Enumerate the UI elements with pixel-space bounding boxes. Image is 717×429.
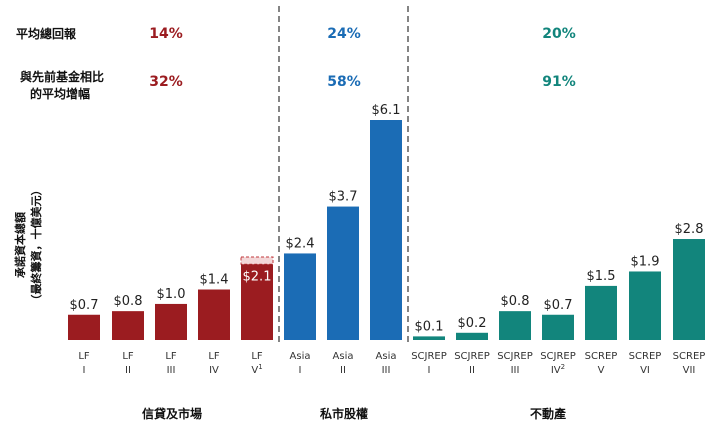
tick-label-line2: V1 — [251, 363, 262, 376]
bar — [155, 303, 187, 340]
tick-label-line1: Asia — [333, 351, 354, 362]
bar — [284, 253, 316, 340]
tick-label-line1: LF — [251, 351, 263, 362]
value-label: $0.8 — [501, 294, 530, 309]
tick-label-line2: I — [83, 365, 86, 376]
avg-total-return-2: 24% — [327, 26, 361, 42]
tick-label-line2: III — [511, 365, 520, 376]
tick-label-line1: SCREP — [673, 351, 706, 362]
bar — [585, 285, 617, 340]
tick-label-line1: LF — [78, 351, 90, 362]
bar — [456, 332, 488, 340]
value-label: $0.8 — [114, 294, 143, 309]
value-label: $3.7 — [329, 190, 358, 205]
bar — [198, 289, 230, 340]
bar — [542, 314, 574, 340]
bar — [68, 314, 100, 340]
tick-footnote: 2 — [561, 363, 565, 371]
tick-label-line1: SCREP — [629, 351, 662, 362]
tick-label-line2: II — [125, 365, 131, 376]
tick-label-line2: IV — [209, 365, 219, 376]
tick-label-line1: LF — [208, 351, 220, 362]
tick-label-line1: Asia — [376, 351, 397, 362]
group-name-2: 私市股權 — [319, 406, 368, 421]
tick-label-line1: SCJREP — [497, 351, 533, 362]
tick-label-line2: IV2 — [551, 363, 565, 376]
group-name-3: 不動產 — [530, 406, 566, 421]
group-name-1: 信貸及市場 — [142, 406, 202, 421]
bar — [673, 239, 705, 340]
tick-label-line2: III — [382, 365, 391, 376]
value-label: $1.4 — [200, 273, 229, 288]
y-axis-label-line1: 承諾資本總額 — [13, 212, 27, 278]
value-label: $1.5 — [587, 269, 616, 284]
bar — [112, 311, 144, 340]
value-label: $0.7 — [70, 298, 99, 313]
y-axis-label-line2: （最終籌資，十億美元） — [29, 185, 43, 306]
value-label: $0.1 — [415, 319, 444, 334]
tick-label-line1: SCREP — [585, 351, 618, 362]
tick-label-line2: III — [167, 365, 176, 376]
value-label: $2.8 — [675, 222, 704, 237]
tick-label-line2: II — [340, 365, 346, 376]
group-names: 信貸及市場 私市股權 不動產 — [142, 406, 566, 421]
y-axis-label: 承諾資本總額 （最終籌資，十億美元） — [13, 185, 43, 306]
value-label: $1.9 — [631, 254, 660, 269]
group-dividers — [278, 6, 409, 346]
bar — [327, 206, 359, 340]
avg-total-return-1: 14% — [149, 26, 183, 42]
bars — [68, 120, 705, 340]
avg-increase-1: 32% — [149, 74, 183, 90]
tick-label-line1: LF — [165, 351, 177, 362]
tick-label-line2: V — [598, 365, 605, 376]
tick-label-line2: I — [428, 365, 431, 376]
avg-increase-3: 91% — [542, 74, 576, 90]
tick-label-line1: SCJREP — [411, 351, 447, 362]
tick-label-line2: II — [469, 365, 475, 376]
value-label: $1.0 — [157, 287, 186, 302]
group-stats: 14% 32% 24% 58% 20% 91% — [149, 26, 576, 90]
value-label: $2.4 — [286, 236, 315, 251]
tick-label-line2: I — [299, 365, 302, 376]
value-labels: $0.7 $0.8 $1.0 $1.4 $2.1 $2.4 $3.7 $6.1 $0.1 $0.2… — [70, 103, 704, 334]
bar — [241, 264, 273, 340]
row1-label: 平均總回報 — [16, 26, 77, 41]
value-label: $6.1 — [372, 103, 401, 118]
tick-label-line2: VI — [640, 365, 650, 376]
tick-label-line1: Asia — [290, 351, 311, 362]
avg-total-return-3: 20% — [542, 26, 576, 42]
row2-label-line1: 與先前基金相比 — [20, 69, 104, 84]
bar — [413, 336, 445, 340]
bar — [370, 120, 402, 340]
tick-footnote: 1 — [258, 363, 262, 371]
value-label: $0.7 — [544, 298, 573, 313]
bar — [629, 271, 661, 340]
tick-label-line1: SCJREP — [454, 351, 490, 362]
avg-increase-2: 58% — [327, 74, 361, 90]
category-ticks: LFILFIILFIIILFIVLFV1AsiaIAsiaIIAsiaIIISC… — [78, 351, 705, 376]
tick-label-line2: VII — [683, 365, 696, 376]
value-label: $0.2 — [458, 316, 487, 331]
bar-placeholder — [240, 256, 274, 265]
bar — [499, 311, 531, 340]
value-label: $2.1 — [243, 269, 272, 284]
tick-label-line1: LF — [122, 351, 134, 362]
header-rows: 平均總回報 與先前基金相比 的平均增幅 — [16, 26, 104, 101]
tick-label-line1: SCJREP — [540, 351, 576, 362]
row2-label-line2: 的平均增幅 — [30, 86, 90, 101]
